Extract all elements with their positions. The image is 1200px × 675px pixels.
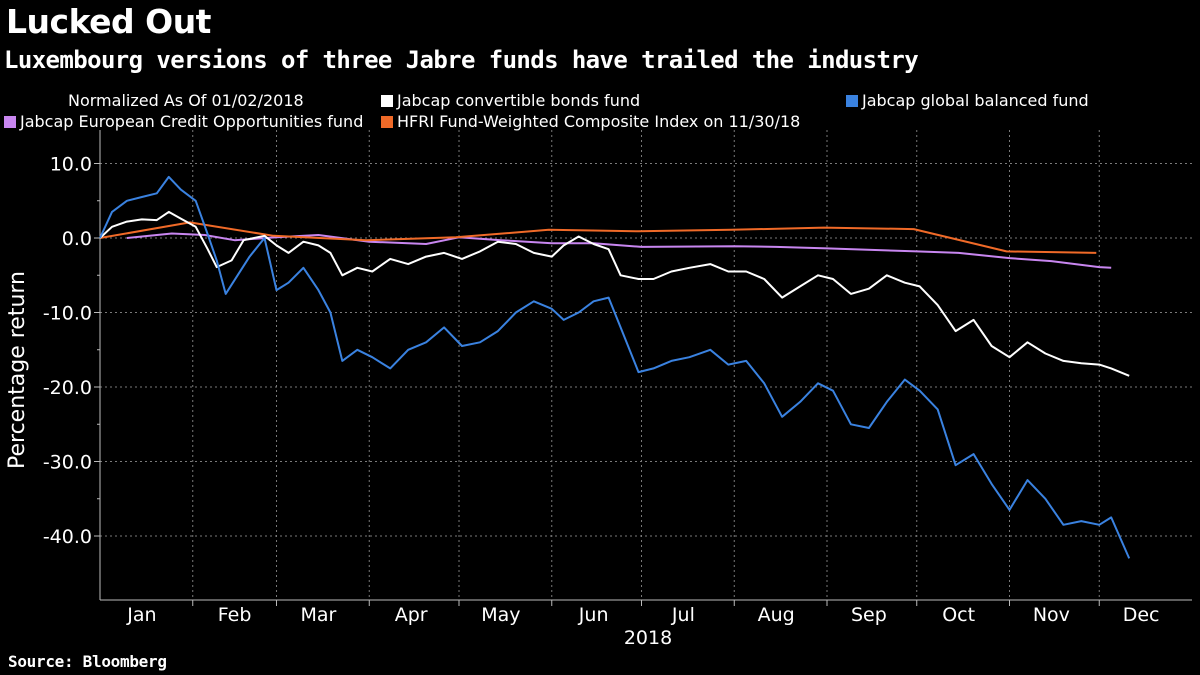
axes: 10.0 0.0 -10.0 -20.0 -30.0 -40.0 Jan Feb Mar Apr M… <box>43 130 1192 626</box>
legend-item-balanced: Jabcap global balanced fund <box>846 91 1089 110</box>
x-axis-year-label: 2018 <box>624 627 672 649</box>
y-tick-label: 0.0 <box>62 228 92 250</box>
legend-label-credit: Jabcap European Credit Opportunities fun… <box>20 112 364 131</box>
legend-swatch-hfri <box>381 115 393 128</box>
legend-label-balanced: Jabcap global balanced fund <box>862 91 1089 110</box>
y-axis-label: Percentage return <box>5 271 30 469</box>
x-tick-label-may: May <box>481 604 520 626</box>
x-tick-label-oct: Oct <box>942 604 975 626</box>
x-tick-label-jun: Jun <box>578 604 609 626</box>
legend-swatch-balanced <box>846 94 858 107</box>
legend-note-label: Normalized As Of 01/02/2018 <box>68 91 304 110</box>
y-tick-label: 10.0 <box>50 154 92 176</box>
legend-item-credit: Jabcap European Credit Opportunities fun… <box>4 112 363 131</box>
series-line-jabcap-convertible-bonds-fund <box>99 210 1130 377</box>
legend-item-convertible: Jabcap convertible bonds fund <box>381 91 640 110</box>
series-line-hfri-fund-weighted-composite-index-on-11-30-18 <box>99 221 1097 254</box>
x-tick-label-nov: Nov <box>1033 604 1070 626</box>
y-tick-label: -30.0 <box>43 452 92 474</box>
y-tick-label: -40.0 <box>43 526 92 548</box>
y-tick-label: -10.0 <box>43 303 92 325</box>
legend-label-hfri: HFRI Fund-Weighted Composite Index on 11… <box>397 112 801 131</box>
legend-item-hfri: HFRI Fund-Weighted Composite Index on 11… <box>381 112 800 131</box>
legend-swatch-convertible <box>381 94 393 107</box>
x-tick-label-jan: Jan <box>126 604 156 626</box>
x-tick-label-dec: Dec <box>1123 604 1160 626</box>
chart-title: Lucked Out <box>6 2 211 41</box>
chart-subtitle: Luxembourg versions of three Jabre funds… <box>4 46 919 74</box>
y-tick-label: -20.0 <box>43 377 92 399</box>
legend-swatch-credit <box>4 115 16 128</box>
x-tick-label-apr: Apr <box>395 604 428 626</box>
legend-label-convertible: Jabcap convertible bonds fund <box>397 91 641 110</box>
series-line-jabcap-global-balanced-fund <box>99 175 1131 559</box>
source-note: Source: Bloomberg <box>8 652 167 671</box>
gridlines <box>100 130 1192 600</box>
series-line-jabcap-european-credit-opportunities-fund <box>126 232 1112 269</box>
legend-note: Normalized As Of 01/02/2018 <box>68 91 304 110</box>
x-tick-label-sep: Sep <box>851 604 887 626</box>
series-lines <box>99 175 1131 559</box>
x-tick-label-aug: Aug <box>758 604 795 626</box>
x-tick-label-mar: Mar <box>300 604 336 626</box>
x-tick-label-feb: Feb <box>218 604 252 626</box>
x-tick-label-jul: Jul <box>671 604 695 626</box>
